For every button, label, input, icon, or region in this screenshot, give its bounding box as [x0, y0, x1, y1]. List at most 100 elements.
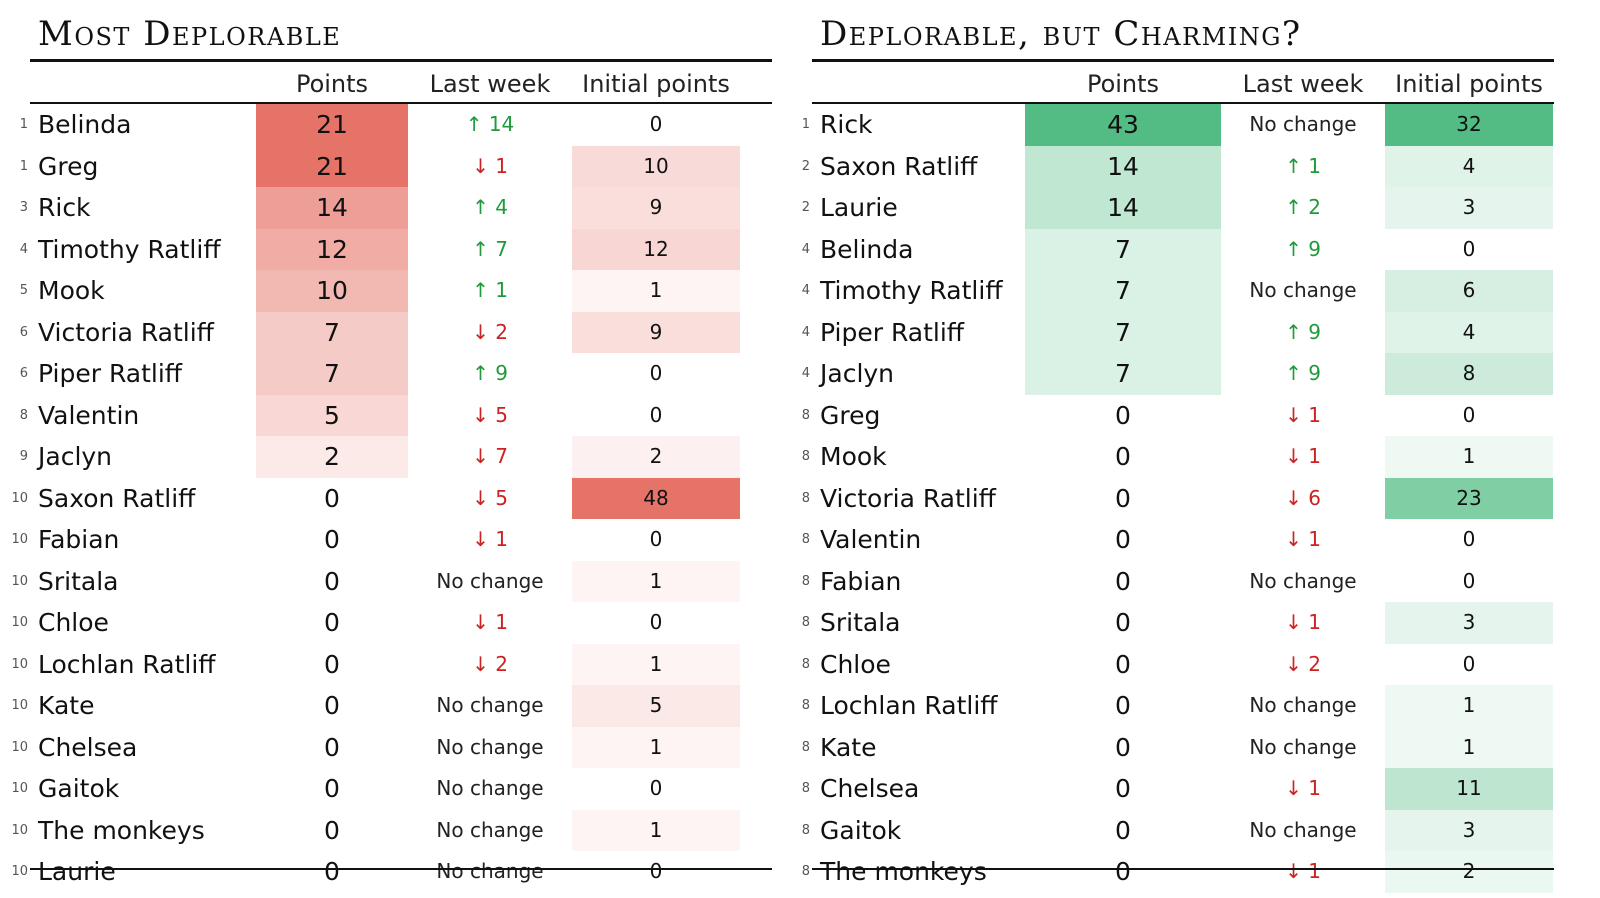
last-week-change: ↓ 1 [1285, 610, 1321, 634]
table-row: 5 Mook 10 ↑ 1 1 [20, 270, 772, 312]
table-row: 4 Belinda 7 ↑ 9 0 [802, 228, 1554, 270]
initial-points-cell: 1 [572, 270, 740, 312]
points-cell: 10 [256, 270, 408, 312]
initial-points-cell: 2 [572, 436, 740, 478]
table-row: 4 Jaclyn 7 ↑ 9 8 [802, 353, 1554, 395]
points-cell: 0 [324, 815, 340, 845]
rank-number: 8 [801, 781, 810, 796]
last-week-change: No change [1249, 817, 1357, 842]
rank-number: 8 [801, 822, 810, 838]
rank-number: 8 [19, 407, 28, 423]
initial-points-cell: 32 [1385, 104, 1553, 146]
player-name: Chelsea [38, 732, 138, 762]
table-row: 8 Sritala 0 ↓ 1 3 [802, 602, 1554, 644]
points-cell: 0 [1115, 649, 1131, 679]
points-cell: 7 [1025, 311, 1221, 353]
player-name: Chloe [820, 649, 891, 679]
last-week-change: ↑ 9 [1285, 319, 1321, 344]
last-week-change: ↓ 1 [472, 527, 508, 551]
last-week-change: ↓ 5 [472, 485, 508, 510]
table-row: 10 Sritala 0 No change 1 [11, 560, 772, 602]
initial-points-cell: 0 [649, 112, 663, 136]
table-row: 8 Valentin 5 ↓ 5 0 [20, 394, 772, 436]
header-rule [812, 102, 1554, 104]
rank-number: 9 [19, 449, 28, 464]
bottom-rule [812, 868, 1554, 870]
table-row: 8 Chloe 0 ↓ 2 0 [802, 644, 1554, 686]
player-name: Timothy Ratliff [820, 276, 1003, 305]
player-name: Greg [38, 151, 99, 181]
points-cell: 14 [256, 187, 408, 229]
table-row: 1 Greg 21 ↓ 1 10 [20, 145, 772, 187]
last-week-change: No change [1249, 112, 1357, 136]
header-last-week: Last week [429, 70, 551, 98]
initial-points-cell: 8 [1385, 353, 1553, 395]
table-row: 10 Gaitok 0 No change 0 [11, 768, 772, 810]
header-initial-points: Initial points [1395, 70, 1543, 98]
initial-points-cell: 1 [1385, 685, 1553, 727]
last-week-change: ↑ 7 [472, 236, 508, 261]
points-cell: 0 [1115, 608, 1131, 637]
last-week-change: ↑ 1 [472, 278, 508, 302]
initial-points-cell: 6 [1385, 270, 1553, 312]
points-cell: 7 [256, 353, 408, 395]
table-row: 8 Victoria Ratliff 0 ↓ 6 23 [802, 477, 1554, 519]
player-name: Belinda [820, 234, 914, 264]
player-name: Rick [38, 193, 91, 222]
rank-number: 10 [11, 739, 28, 755]
points-cell: 14 [1025, 145, 1221, 187]
table-row: 8 Kate 0 No change 1 [802, 726, 1554, 768]
points-cell: 0 [324, 566, 340, 596]
title-rule [812, 59, 1554, 62]
last-week-change: No change [436, 859, 544, 883]
points-cell: 7 [1025, 228, 1221, 270]
rank-number: 8 [801, 532, 810, 547]
table-title: Most Deplorable [38, 14, 342, 54]
player-name: Rick [820, 110, 873, 139]
initial-points-cell: 0 [649, 859, 663, 883]
table-row: 6 Victoria Ratliff 7 ↓ 2 9 [20, 311, 772, 353]
rank-number: 10 [11, 615, 28, 630]
initial-points-cell: 4 [1385, 145, 1553, 187]
player-name: Lochlan Ratliff [820, 691, 998, 720]
rank-number: 3 [19, 200, 28, 215]
player-name: Saxon Ratliff [820, 151, 978, 181]
table-row: 10 Chloe 0 ↓ 1 0 [11, 602, 772, 644]
title-rule [30, 59, 772, 62]
bottom-rule [30, 868, 772, 870]
player-name: The monkeys [820, 857, 987, 886]
rank-number: 8 [801, 573, 810, 589]
rank-number: 10 [11, 781, 28, 796]
initial-points-cell: 0 [649, 527, 663, 551]
points-cell: 12 [256, 228, 408, 270]
points-cell: 0 [1115, 566, 1131, 596]
rank-number: 2 [801, 158, 810, 174]
initial-points-cell: 0 [1462, 568, 1476, 593]
last-week-change: ↓ 2 [1285, 651, 1321, 676]
last-week-change: ↑ 4 [472, 195, 508, 219]
table-row: 8 Fabian 0 No change 0 [802, 561, 1554, 603]
table-row: 1 Belinda 21 ↑ 14 0 [20, 104, 772, 146]
last-week-change: ↓ 7 [472, 444, 508, 468]
points-cell: 0 [324, 857, 340, 886]
table-row: 3 Rick 14 ↑ 4 9 [20, 187, 772, 229]
last-week-change: No change [436, 568, 544, 593]
rank-number: 4 [801, 324, 810, 340]
initial-points-cell: 1 [572, 809, 740, 851]
initial-points-cell: 1 [572, 560, 740, 602]
table-row: 8 Valentin 0 ↓ 1 0 [802, 519, 1554, 561]
initial-points-cell: 3 [1385, 809, 1553, 851]
initial-points-cell: 11 [1385, 768, 1553, 810]
rank-number: 8 [801, 615, 810, 630]
rank-number: 10 [11, 864, 28, 879]
player-name: Laurie [38, 857, 116, 886]
initial-points-cell: 48 [572, 477, 740, 519]
initial-points-cell: 0 [649, 361, 663, 385]
rank-number: 8 [801, 739, 810, 755]
player-name: Valentin [38, 400, 140, 430]
initial-points-cell: 5 [572, 685, 740, 727]
table-row: 4 Timothy Ratliff 12 ↑ 7 12 [20, 228, 772, 270]
initial-points-cell: 12 [572, 228, 740, 270]
table-row: 8 Mook 0 ↓ 1 1 [802, 436, 1554, 478]
last-week-change: No change [436, 776, 544, 800]
